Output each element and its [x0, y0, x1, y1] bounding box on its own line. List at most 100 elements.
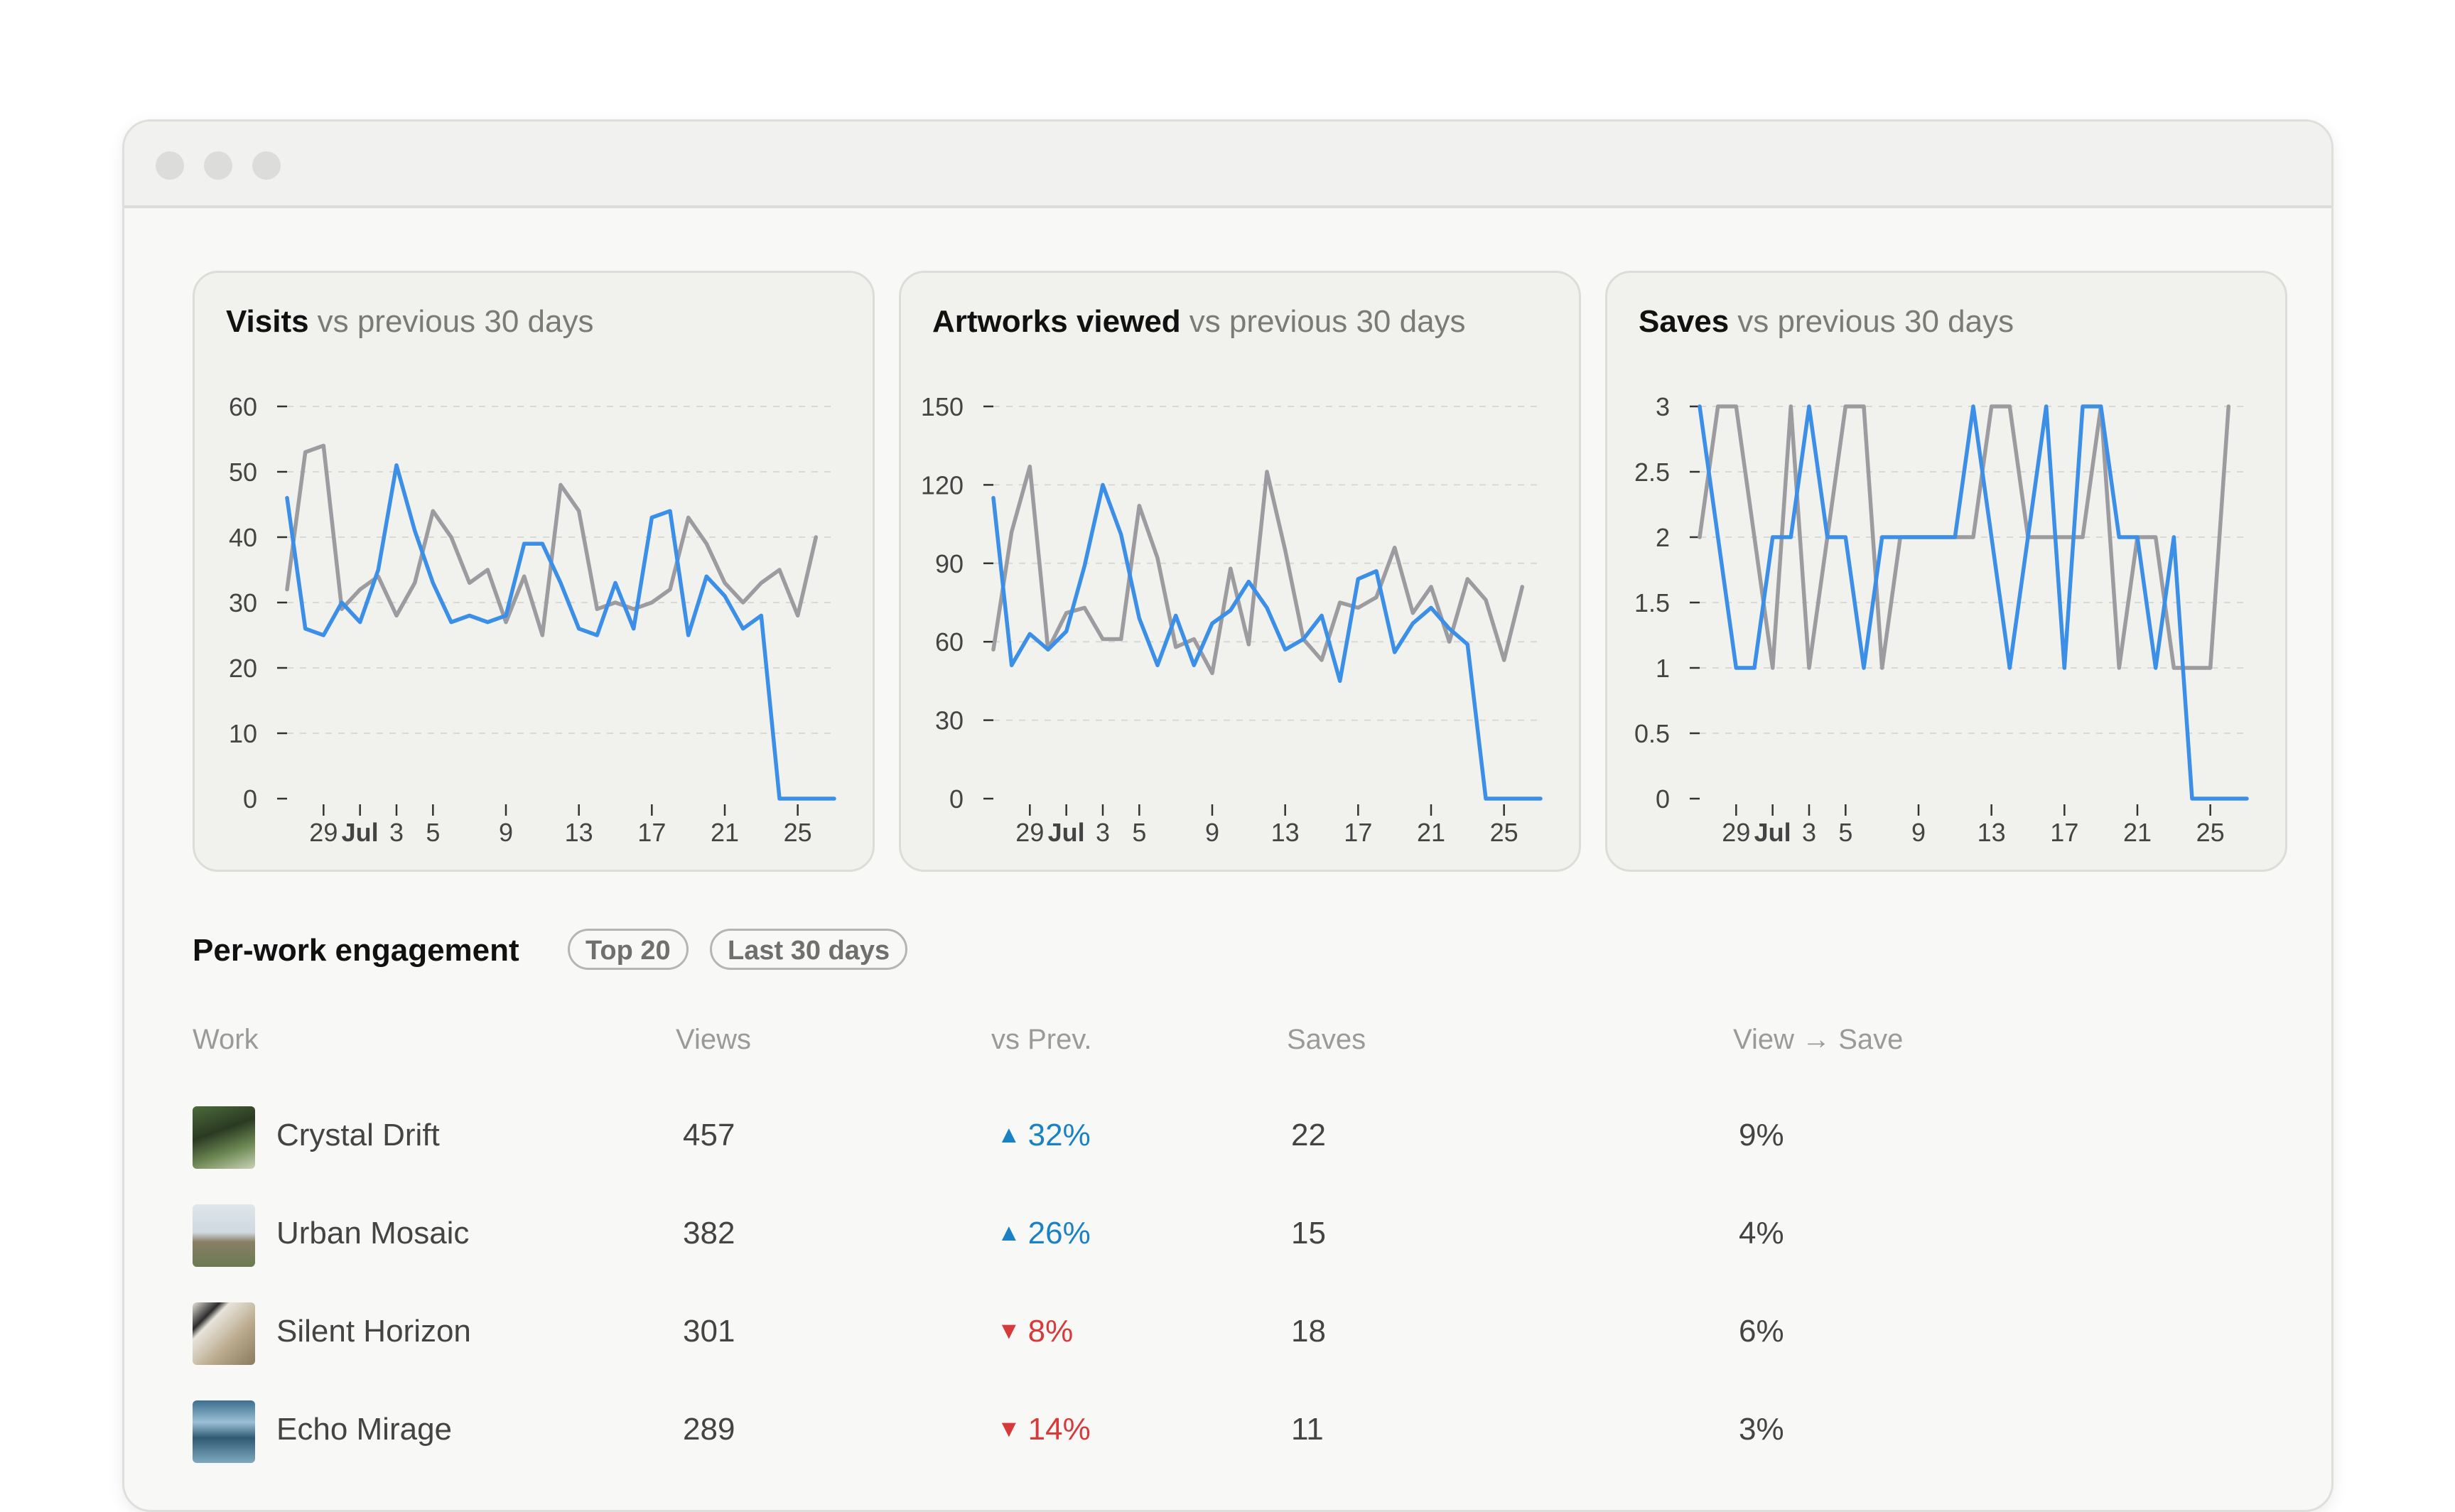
column-header-saves[interactable]: Saves — [1287, 1024, 1366, 1055]
title-bar — [124, 122, 2331, 208]
current-period-line — [285, 463, 836, 801]
y-tick-label: 120 — [921, 470, 964, 500]
x-tick-label: 13 — [1978, 818, 2006, 847]
view-to-save-rate: 3% — [1739, 1412, 1784, 1447]
views-count: 457 — [683, 1118, 735, 1152]
y-tick-label: 0.5 — [1634, 719, 1670, 748]
x-tick-label: 13 — [1271, 818, 1300, 847]
top-20-filter-pill[interactable]: Top 20 — [568, 929, 689, 970]
chart-title: Artworks viewed — [932, 304, 1181, 339]
x-tick-label: Jul — [1048, 818, 1085, 847]
y-tick-label: 1 — [1656, 654, 1670, 683]
y-tick-label: 150 — [921, 392, 964, 421]
x-tick-label: 9 — [499, 818, 513, 847]
y-tick-label: 50 — [229, 458, 257, 487]
y-tick-label: 20 — [229, 654, 257, 683]
table-row[interactable]: Echo Mirage 289 ▼ 14% 11 3% — [124, 1395, 2331, 1466]
y-tick-label: 30 — [229, 588, 257, 617]
y-tick-label: 3 — [1656, 392, 1670, 421]
x-tick-label: 25 — [1490, 818, 1518, 847]
x-tick-label: 3 — [1096, 818, 1110, 847]
table-row[interactable]: Silent Horizon 301 ▼ 8% 18 6% — [124, 1297, 2331, 1368]
visits-chart-title: Visits vs previous 30 days — [226, 304, 593, 340]
change-value: 32% — [1027, 1118, 1091, 1152]
change-indicator: ▼ 14% — [997, 1412, 1091, 1447]
date-range-pill[interactable]: Last 30 days — [710, 929, 908, 970]
minimize-window-button[interactable] — [204, 151, 232, 180]
change-indicator: ▲ 26% — [997, 1216, 1091, 1251]
up-arrow-icon: ▲ — [997, 1121, 1021, 1148]
chart-subtitle: vs previous 30 days — [317, 304, 594, 339]
artworks-viewed-chart-card: Artworks viewed vs previous 30 days 0 30 60… — [899, 271, 1581, 872]
change-value: 8% — [1027, 1314, 1074, 1349]
saves-chart-card: Saves vs previous 30 days 0 0.5 1 1.5 2 2.5 3 29… — [1605, 271, 2287, 872]
artwork-thumbnail — [193, 1106, 255, 1169]
y-tick-label: 2 — [1656, 523, 1670, 552]
y-tick-label: 60 — [229, 392, 257, 421]
column-header-view-to-save[interactable]: View → Save — [1733, 1024, 1904, 1055]
up-arrow-icon: ▲ — [997, 1219, 1021, 1246]
previous-period-line — [1698, 404, 2231, 670]
saves-chart-title: Saves vs previous 30 days — [1639, 304, 2014, 340]
artwork-thumbnail — [193, 1302, 255, 1365]
views-count: 301 — [683, 1314, 735, 1349]
y-tick-label: 60 — [935, 627, 964, 657]
column-header-work[interactable]: Work — [193, 1024, 259, 1055]
y-tick-label: 0 — [1656, 784, 1670, 814]
x-tick-label: 29 — [1015, 818, 1044, 847]
x-tick-label: Jul — [1754, 818, 1791, 847]
views-count: 382 — [683, 1216, 735, 1251]
x-tick-label: 17 — [1344, 818, 1372, 847]
saves-count: 15 — [1291, 1216, 1326, 1251]
current-period-line — [1698, 404, 2249, 801]
current-period-line — [991, 482, 1543, 801]
saves-count: 18 — [1291, 1314, 1326, 1349]
x-tick-label: 3 — [1802, 818, 1816, 847]
view-to-save-rate: 6% — [1739, 1314, 1784, 1349]
engagement-section-title: Per-work engagement — [193, 933, 519, 968]
x-tick-label: 9 — [1911, 818, 1926, 847]
column-header-views[interactable]: Views — [676, 1024, 751, 1055]
artworks-viewed-line-chart: 0 30 60 90 120 150 29 Jul 3 5 9 13 17 21 25 — [921, 392, 1543, 847]
x-tick-label: 17 — [2050, 818, 2078, 847]
down-arrow-icon: ▼ — [997, 1415, 1021, 1442]
y-tick-label: 90 — [935, 549, 964, 578]
chart-title: Visits — [226, 304, 309, 339]
chart-title: Saves — [1639, 304, 1730, 339]
view-to-save-rate: 4% — [1739, 1216, 1784, 1251]
y-tick-label: 10 — [229, 719, 257, 748]
change-indicator: ▼ 8% — [997, 1314, 1073, 1349]
app-window: Visits vs previous 30 days 0 10 20 30 40 50 60 2… — [122, 119, 2333, 1512]
x-tick-label: 29 — [309, 818, 338, 847]
artwork-thumbnail — [193, 1400, 255, 1463]
work-title[interactable]: Echo Mirage — [276, 1412, 453, 1447]
down-arrow-icon: ▼ — [997, 1317, 1021, 1344]
artworks-viewed-chart-title: Artworks viewed vs previous 30 days — [932, 304, 1466, 340]
y-tick-label: 0 — [949, 784, 964, 814]
change-value: 14% — [1027, 1412, 1091, 1447]
table-row[interactable]: Urban Mosaic 382 ▲ 26% 15 4% — [124, 1199, 2331, 1270]
y-tick-label: 40 — [229, 523, 257, 552]
chart-subtitle: vs previous 30 days — [1737, 304, 2014, 339]
work-title[interactable]: Crystal Drift — [276, 1118, 440, 1152]
chart-subtitle: vs previous 30 days — [1189, 304, 1466, 339]
work-title[interactable]: Urban Mosaic — [276, 1216, 470, 1251]
x-tick-label: 25 — [2196, 818, 2225, 847]
close-window-button[interactable] — [156, 151, 184, 180]
x-tick-label: 5 — [426, 818, 440, 847]
x-tick-label: 25 — [784, 818, 812, 847]
change-value: 26% — [1027, 1216, 1091, 1251]
work-title[interactable]: Silent Horizon — [276, 1314, 471, 1349]
x-tick-label: Jul — [342, 818, 379, 847]
y-tick-label: 0 — [243, 784, 257, 814]
table-row[interactable]: Crystal Drift 457 ▲ 32% 22 9% — [124, 1101, 2331, 1172]
zoom-window-button[interactable] — [252, 151, 281, 180]
x-tick-label: 5 — [1132, 818, 1146, 847]
saves-count: 11 — [1291, 1412, 1324, 1447]
previous-period-line — [991, 464, 1525, 676]
x-tick-label: 21 — [1417, 818, 1445, 847]
y-tick-label: 1.5 — [1634, 588, 1670, 617]
column-header-vs-prev[interactable]: vs Prev. — [991, 1024, 1092, 1055]
x-tick-label: 21 — [2123, 818, 2152, 847]
y-tick-label: 2.5 — [1634, 458, 1670, 487]
